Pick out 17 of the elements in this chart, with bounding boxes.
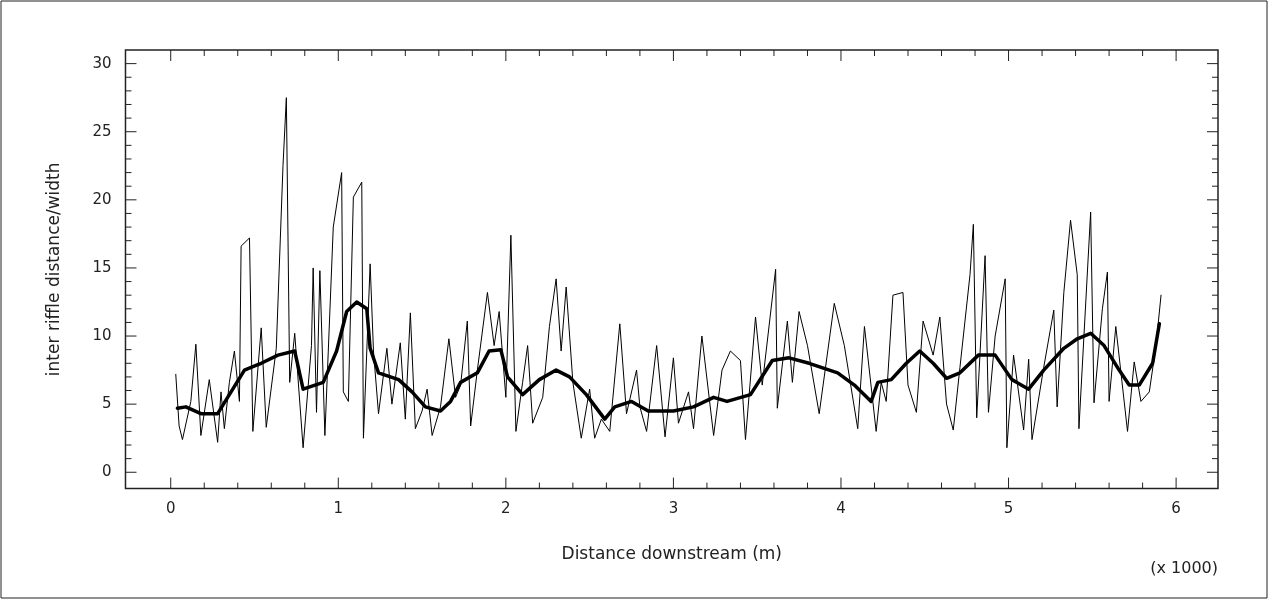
x-tick-label: 5 — [1003, 499, 1014, 518]
x-tick-label: 4 — [836, 499, 846, 518]
x-tick-label: 3 — [668, 499, 679, 518]
y-tick-label: 10 — [92, 325, 112, 344]
text: (x 1000) — [1150, 558, 1218, 578]
x-tick-label: 6 — [1171, 499, 1181, 518]
y-tick-label: 15 — [92, 257, 112, 276]
x-axis-title: Distance downstream (m) — [561, 543, 782, 564]
y-tick-label: 25 — [92, 121, 112, 140]
y-axis-title: inter riffle distance/width — [42, 162, 63, 377]
x-tick-label: 1 — [333, 499, 344, 518]
x-tick-label: 2 — [501, 499, 511, 518]
y-tick-label: 0 — [101, 462, 112, 481]
y-tick-label: 20 — [92, 189, 112, 208]
x-tick-label: 0 — [165, 499, 176, 518]
y-tick-label: 5 — [101, 394, 112, 413]
y-tick-label: 30 — [92, 53, 112, 72]
